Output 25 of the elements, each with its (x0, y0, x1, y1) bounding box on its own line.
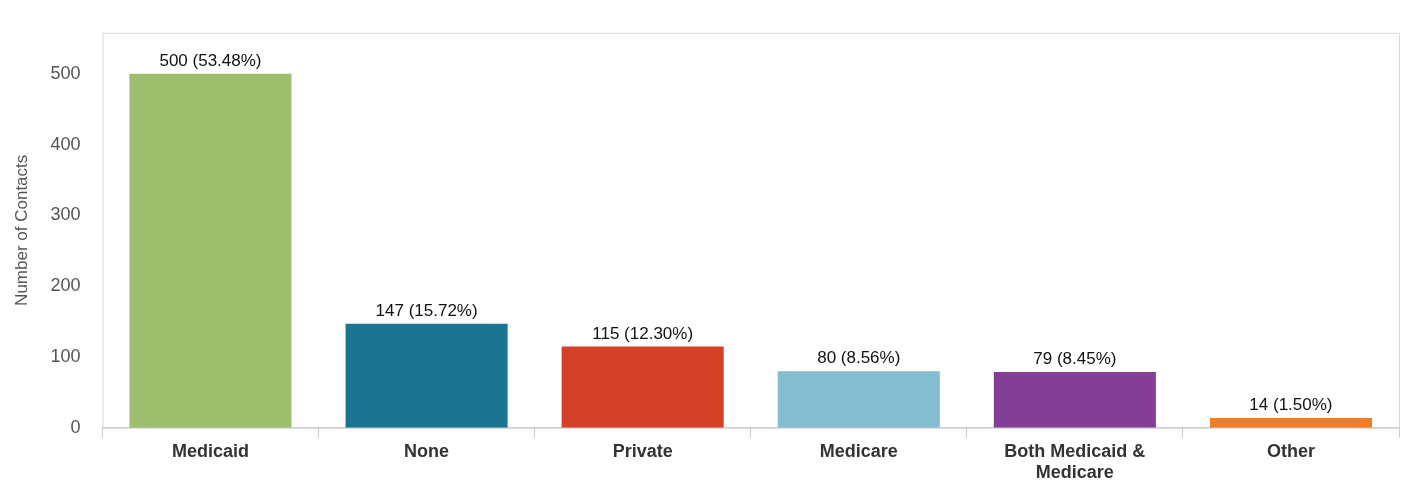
y-axis-title: Number of Contacts (11, 154, 31, 306)
data-label: 14 (1.50%) (1249, 395, 1333, 415)
data-label: 115 (12.30%) (592, 323, 694, 343)
bar (993, 371, 1156, 428)
y-tick-label: 100 (50, 345, 81, 366)
bar (561, 346, 724, 428)
bar (345, 323, 508, 428)
bar (129, 73, 292, 428)
bar (1209, 417, 1372, 428)
y-tick-label: 500 (50, 62, 81, 83)
data-label: 147 (15.72%) (375, 300, 478, 320)
data-label: 80 (8.56%) (817, 348, 901, 368)
x-tick-label: Medicaid (171, 440, 249, 461)
x-tick-label: Both Medicaid & Medicare (1004, 440, 1146, 483)
x-tick-label: None (404, 440, 450, 461)
y-tick-label: 400 (50, 133, 81, 154)
x-tick-label: Medicare (819, 440, 898, 461)
x-tick-label: Other (1266, 440, 1315, 461)
data-label: 79 (8.45%) (1033, 349, 1117, 369)
bar (777, 371, 940, 428)
data-label: 500 (53.48%) (159, 51, 262, 71)
y-tick-label: 200 (50, 275, 81, 296)
y-tick-label: 300 (50, 204, 81, 225)
y-tick-label: 0 (70, 416, 81, 437)
x-tick-label: Private (612, 440, 673, 461)
